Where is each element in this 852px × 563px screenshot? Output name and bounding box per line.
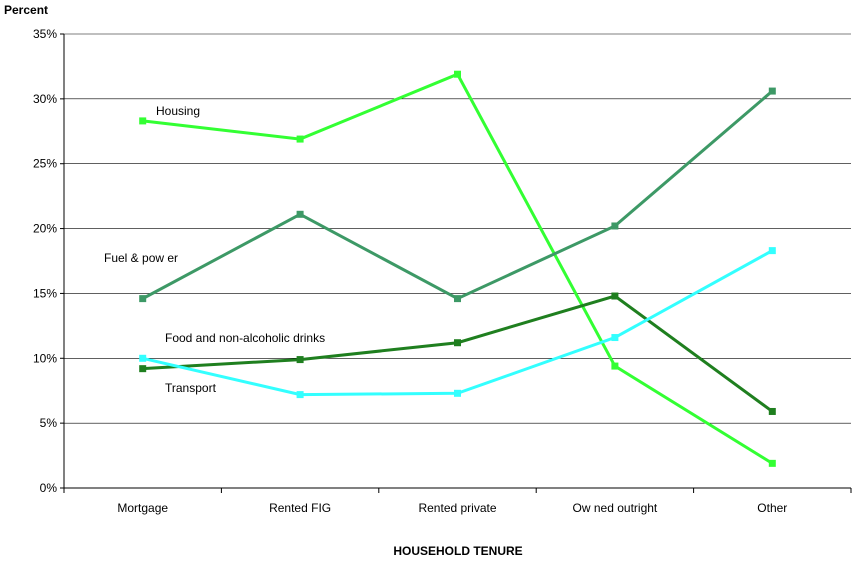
data-point xyxy=(296,210,304,218)
data-point xyxy=(611,334,619,342)
series-markers xyxy=(139,70,776,467)
y-tick-label: 25% xyxy=(33,157,57,171)
x-tick-label: Mortgage xyxy=(117,501,168,515)
data-point xyxy=(768,407,776,415)
y-tick-label: 30% xyxy=(33,92,57,106)
y-tick-label: 10% xyxy=(33,351,57,365)
data-point xyxy=(611,362,619,370)
data-point xyxy=(768,459,776,467)
series-line xyxy=(142,249,774,397)
data-point xyxy=(768,87,776,95)
data-point xyxy=(139,354,147,362)
data-point xyxy=(296,391,304,399)
data-point xyxy=(768,247,776,255)
x-tick-label: Rented private xyxy=(418,501,496,515)
data-point xyxy=(454,295,461,303)
data-point xyxy=(611,292,619,300)
data-point xyxy=(454,339,461,347)
series-lines xyxy=(141,72,774,465)
data-point xyxy=(139,295,147,303)
data-point xyxy=(454,389,461,397)
series-label: Housing xyxy=(156,104,200,118)
x-axis-title: HOUSEHOLD TENURE xyxy=(393,544,522,558)
x-tick-labels: Mortgage Rented FIG Rented private Ow ned o… xyxy=(117,501,787,515)
data-point xyxy=(296,356,304,364)
data-point xyxy=(139,117,147,125)
data-point xyxy=(296,135,304,143)
data-point xyxy=(611,222,619,230)
gridlines xyxy=(64,33,851,424)
series-line xyxy=(142,72,774,465)
series-line xyxy=(141,89,774,301)
y-tick-labels: 0% 5% 10% 15% 20% 25% 30% 35% xyxy=(33,27,57,495)
x-tick-label: Rented FIG xyxy=(269,501,331,515)
series-label: Transport xyxy=(165,381,217,395)
y-tick-label: 0% xyxy=(40,481,58,495)
series-label: Fuel & pow er xyxy=(104,251,178,265)
y-axis-title: Percent xyxy=(4,3,48,17)
axes xyxy=(60,33,852,493)
series-label: Food and non-alcoholic drinks xyxy=(165,331,325,345)
x-tick-label: Other xyxy=(757,501,787,515)
y-tick-label: 15% xyxy=(33,286,57,300)
data-point xyxy=(139,365,147,373)
series-labels: Housing Fuel & pow er Food and non-alcohol… xyxy=(104,104,325,395)
x-tick-label: Ow ned outright xyxy=(573,501,658,515)
y-tick-label: 35% xyxy=(33,27,57,41)
y-tick-label: 20% xyxy=(33,222,57,236)
y-tick-label: 5% xyxy=(40,416,58,430)
data-point xyxy=(454,70,461,78)
